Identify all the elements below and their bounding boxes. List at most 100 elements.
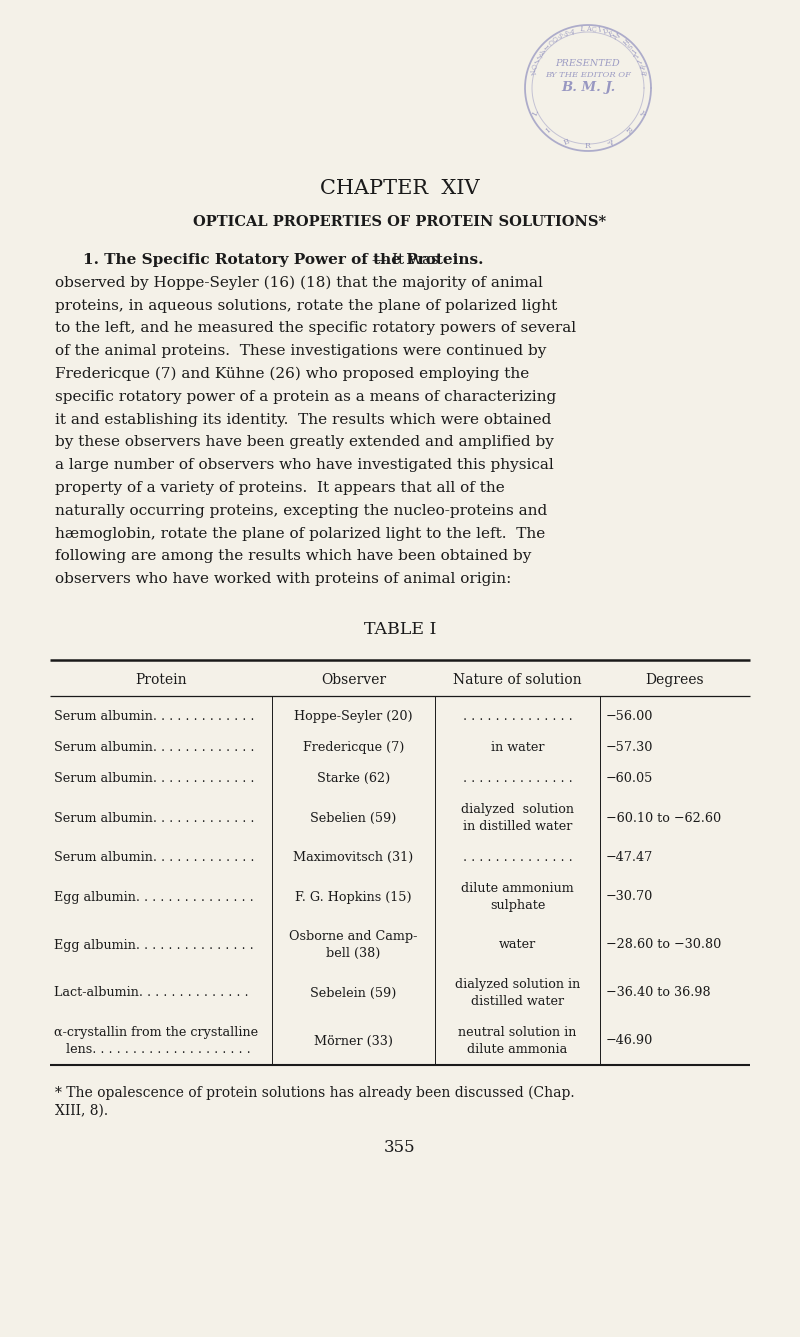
Text: F. G. Hopkins (15): F. G. Hopkins (15) <box>295 890 412 904</box>
Text: Mörner (33): Mörner (33) <box>314 1035 393 1047</box>
Text: Egg albumin. . . . . . . . . . . . . . .: Egg albumin. . . . . . . . . . . . . . . <box>54 939 254 952</box>
Text: Osborne and Camp-: Osborne and Camp- <box>290 931 418 943</box>
Text: C: C <box>591 25 597 33</box>
Text: distilled water: distilled water <box>471 995 564 1008</box>
Text: S: S <box>556 32 563 41</box>
Text: Y: Y <box>636 108 646 116</box>
Text: L: L <box>530 108 540 116</box>
Text: . . . . . . . . . . . . . .: . . . . . . . . . . . . . . <box>462 710 572 723</box>
Text: I: I <box>637 59 645 64</box>
Text: BY THE EDITOR OF: BY THE EDITOR OF <box>545 71 631 79</box>
Text: B: B <box>641 70 650 76</box>
Text: −57.30: −57.30 <box>606 741 654 754</box>
Text: by these observers have been greatly extended and amplified by: by these observers have been greatly ext… <box>55 436 554 449</box>
Text: a large number of observers who have investigated this physical: a large number of observers who have inv… <box>55 459 554 472</box>
Text: C: C <box>546 39 554 48</box>
Text: Serum albumin. . . . . . . . . . . . .: Serum albumin. . . . . . . . . . . . . <box>54 850 254 864</box>
Text: Serum albumin. . . . . . . . . . . . .: Serum albumin. . . . . . . . . . . . . <box>54 771 254 785</box>
Text: 1. The Specific Rotatory Power of the Proteins.: 1. The Specific Rotatory Power of the Pr… <box>83 253 483 267</box>
Text: A: A <box>586 25 590 33</box>
Text: −60.10 to −62.60: −60.10 to −62.60 <box>606 812 721 825</box>
Text: I: I <box>598 25 602 35</box>
Text: A: A <box>567 27 574 36</box>
Text: −56.00: −56.00 <box>606 710 654 723</box>
Text: B: B <box>562 138 570 147</box>
Text: I: I <box>542 43 550 51</box>
Text: I: I <box>544 126 552 134</box>
Text: B. M. J.: B. M. J. <box>561 82 615 95</box>
Text: OPTICAL PROPERTIES OF PROTEIN SOLUTIONS*: OPTICAL PROPERTIES OF PROTEIN SOLUTIONS* <box>194 215 606 229</box>
Text: Egg albumin. . . . . . . . . . . . . . .: Egg albumin. . . . . . . . . . . . . . . <box>54 890 254 904</box>
Text: water: water <box>499 939 536 952</box>
Text: T: T <box>534 52 542 60</box>
Text: Fredericque (7): Fredericque (7) <box>303 741 404 754</box>
Text: XIII, 8).: XIII, 8). <box>55 1104 108 1118</box>
Text: . . . . . . . . . . . . . .: . . . . . . . . . . . . . . <box>462 771 572 785</box>
Text: Starke (62): Starke (62) <box>317 771 390 785</box>
Text: Serum albumin. . . . . . . . . . . . .: Serum albumin. . . . . . . . . . . . . <box>54 812 254 825</box>
Text: Hoppe-Seyler (20): Hoppe-Seyler (20) <box>294 710 413 723</box>
Text: dilute ammonium: dilute ammonium <box>461 882 574 894</box>
Text: . . . . . . . . . . . . . .: . . . . . . . . . . . . . . <box>462 850 572 864</box>
Text: dialyzed solution in: dialyzed solution in <box>455 977 580 991</box>
Text: following are among the results which have been obtained by: following are among the results which ha… <box>55 550 531 563</box>
Text: PRESENTED: PRESENTED <box>556 59 620 67</box>
Text: observers who have worked with proteins of animal origin:: observers who have worked with proteins … <box>55 572 511 586</box>
Text: −60.05: −60.05 <box>606 771 654 785</box>
Text: S: S <box>626 43 635 52</box>
Text: O: O <box>528 63 538 71</box>
Text: Lact-albumin. . . . . . . . . . . . . .: Lact-albumin. . . . . . . . . . . . . . <box>54 987 249 1000</box>
Text: Observer: Observer <box>321 673 386 687</box>
Text: N: N <box>526 70 536 76</box>
Text: −47.47: −47.47 <box>606 850 654 864</box>
Text: of the animal proteins.  These investigations were continued by: of the animal proteins. These investigat… <box>55 344 546 358</box>
Text: T: T <box>634 52 642 60</box>
Text: H: H <box>622 39 631 48</box>
Text: R: R <box>585 142 591 150</box>
Text: — It was: — It was <box>367 253 439 267</box>
Text: −36.40 to 36.98: −36.40 to 36.98 <box>606 987 710 1000</box>
Text: naturally occurring proteins, excepting the nucleo-proteins and: naturally occurring proteins, excepting … <box>55 504 547 517</box>
Text: in water: in water <box>490 741 544 754</box>
Text: −30.70: −30.70 <box>606 890 654 904</box>
Text: S: S <box>562 29 569 39</box>
Text: −28.60 to −30.80: −28.60 to −30.80 <box>606 939 722 952</box>
Text: Serum albumin. . . . . . . . . . . . .: Serum albumin. . . . . . . . . . . . . <box>54 710 254 723</box>
Text: property of a variety of proteins.  It appears that all of the: property of a variety of proteins. It ap… <box>55 481 505 495</box>
Text: R: R <box>623 126 633 135</box>
Text: A: A <box>606 138 614 147</box>
Text: observed by Hoppe-Seyler (16) (18) that the majority of animal: observed by Hoppe-Seyler (16) (18) that … <box>55 275 543 290</box>
Text: hæmoglobin, rotate the plane of polarized light to the left.  The: hæmoglobin, rotate the plane of polarize… <box>55 527 546 540</box>
Text: specific rotatory power of a protein as a means of characterizing: specific rotatory power of a protein as … <box>55 390 556 404</box>
Text: Serum albumin. . . . . . . . . . . . .: Serum albumin. . . . . . . . . . . . . <box>54 741 254 754</box>
Text: Protein: Protein <box>135 673 187 687</box>
Text: lens. . . . . . . . . . . . . . . . . . . .: lens. . . . . . . . . . . . . . . . . . … <box>54 1043 250 1056</box>
Text: D: D <box>602 27 610 36</box>
Text: in distilled water: in distilled water <box>463 820 572 833</box>
Text: Maximovitsch (31): Maximovitsch (31) <box>294 850 414 864</box>
Text: α-crystallin from the crystalline: α-crystallin from the crystalline <box>54 1025 258 1039</box>
Text: * The opalescence of protein solutions has already been discussed (Chap.: * The opalescence of protein solutions h… <box>55 1086 574 1100</box>
Text: M: M <box>611 31 622 41</box>
Text: Sebelien (59): Sebelien (59) <box>310 812 397 825</box>
Text: bell (38): bell (38) <box>326 947 381 960</box>
Text: Degrees: Degrees <box>646 673 704 687</box>
Text: dialyzed  solution: dialyzed solution <box>461 804 574 816</box>
Text: −46.90: −46.90 <box>606 1035 654 1047</box>
Text: Fredericque (7) and Kühne (26) who proposed employing the: Fredericque (7) and Kühne (26) who propo… <box>55 366 530 381</box>
Text: CHAPTER  XIV: CHAPTER XIV <box>320 179 480 198</box>
Text: neutral solution in: neutral solution in <box>458 1025 577 1039</box>
Text: E: E <box>607 29 615 39</box>
Text: O: O <box>550 35 559 44</box>
Text: proteins, in aqueous solutions, rotate the plane of polarized light: proteins, in aqueous solutions, rotate t… <box>55 298 558 313</box>
Text: 355: 355 <box>384 1139 416 1157</box>
Text: sulphate: sulphate <box>490 898 545 912</box>
Text: it and establishing its identity.  The results which were obtained: it and establishing its identity. The re… <box>55 413 551 427</box>
Text: Sebelein (59): Sebelein (59) <box>310 987 397 1000</box>
Text: I: I <box>531 59 539 64</box>
Text: to the left, and he measured the specific rotatory powers of several: to the left, and he measured the specifi… <box>55 321 576 336</box>
Text: L: L <box>579 25 585 33</box>
Text: R: R <box>638 63 648 71</box>
Text: dilute ammonia: dilute ammonia <box>467 1043 568 1056</box>
Text: TABLE I: TABLE I <box>364 622 436 639</box>
